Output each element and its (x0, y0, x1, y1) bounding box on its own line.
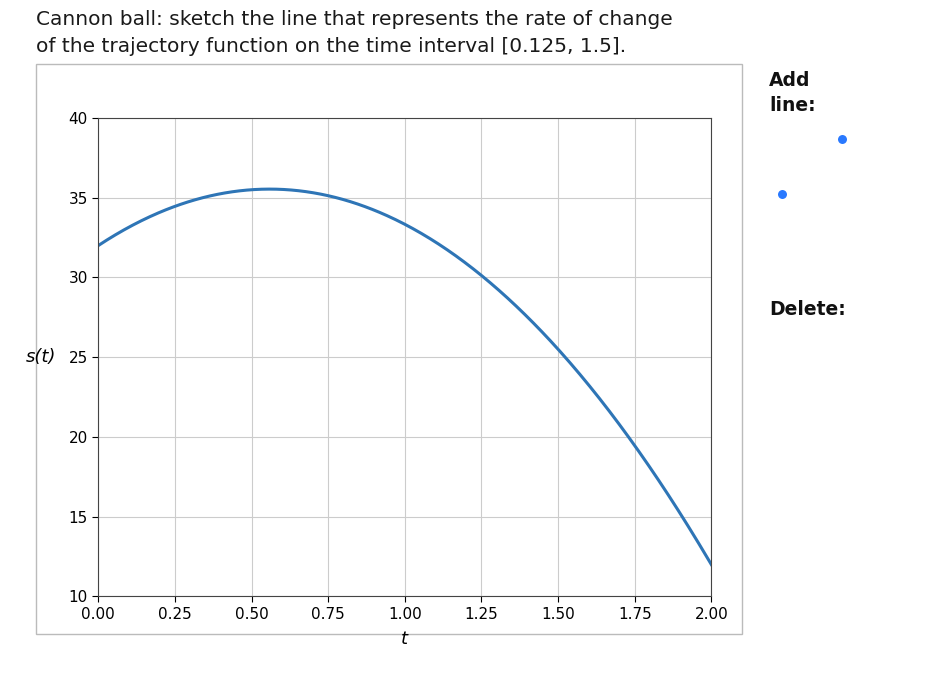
Text: Delete:: Delete: (769, 300, 846, 319)
X-axis label: t: t (402, 630, 408, 648)
Y-axis label: s(t): s(t) (25, 348, 56, 366)
Text: line:: line: (769, 96, 816, 115)
Text: of the trajectory function on the time interval [0.125, 1.5].: of the trajectory function on the time i… (36, 37, 625, 56)
Text: Add: Add (769, 71, 811, 90)
Text: Cannon ball: sketch the line that represents the rate of change: Cannon ball: sketch the line that repres… (36, 10, 672, 29)
